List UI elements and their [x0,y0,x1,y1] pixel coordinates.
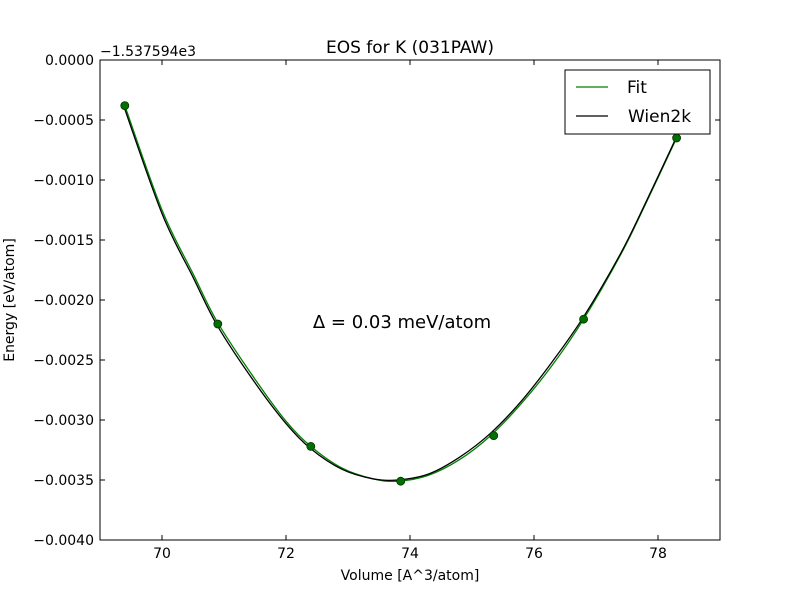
data-point [396,476,406,486]
axes-layer: 70 72 74 76 78 0.0000 −0.0005 −0.0010 −0.0015 −0.… [33,53,720,562]
y-tick-label: −0.0035 [33,473,94,489]
y-tick-label: −0.0020 [33,293,94,309]
data-point [489,431,499,441]
delta-annotation: Δ = 0.03 meV/atom [313,312,491,333]
data-point [120,101,130,110]
y-tick-label: −0.0015 [33,233,94,249]
x-tick-label: 72 [277,546,295,562]
y-offset-label: −1.537594e3 [100,44,196,60]
x-tick-label: 74 [401,546,419,562]
legend-box [564,69,711,135]
legend-fit-label: Fit [627,78,647,98]
data-point [306,441,316,451]
x-tick-label: 78 [649,546,667,562]
chart-title: EOS for K (031PAW) [326,38,494,58]
data-point [672,133,681,143]
y-tick-label: −0.0005 [33,113,94,129]
legend: Fit Wien2k [564,69,711,135]
y-tick-label: −0.0040 [33,533,94,549]
x-tick-label: 76 [525,546,543,562]
y-tick-label: −0.0010 [33,173,94,189]
legend-wien2k-label: Wien2k [628,107,691,127]
y-tick-label: 0.0000 [45,53,94,69]
data-point [213,319,223,329]
data-point [579,314,588,324]
plot-frame [99,59,721,541]
y-axis-label: Energy [eV/atom] [2,238,18,362]
x-axis-label: Volume [A^3/atom] [341,568,480,584]
series-layer [120,101,681,486]
x-tick-label: 70 [153,546,171,562]
y-tick-label: −0.0030 [33,413,94,429]
y-tick-label: −0.0025 [33,353,94,369]
